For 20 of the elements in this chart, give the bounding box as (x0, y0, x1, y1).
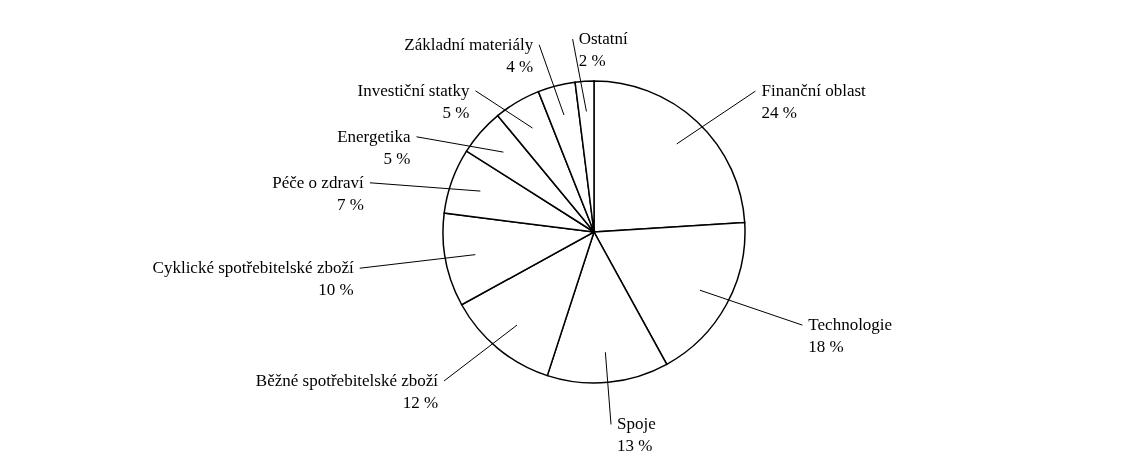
data-label: 12 % (402, 392, 439, 412)
data-label: 5 % (383, 148, 411, 168)
slice-label: Energetika (337, 126, 411, 146)
data-label: 13 % (617, 436, 653, 456)
slice-label: Finanční oblast (761, 81, 867, 101)
data-label: 2 % (578, 51, 606, 71)
slice-label: Péče o zdraví (272, 172, 365, 192)
data-label: 5 % (442, 102, 470, 122)
data-label: 10 % (318, 280, 354, 300)
slice-label: Běžné spotřebitelské zboží (255, 370, 439, 390)
data-label: 4 % (506, 56, 534, 76)
slice-label: Ostatní (578, 29, 629, 49)
data-label: 24 % (761, 103, 797, 123)
slice-label: Základní materiály (404, 34, 534, 54)
data-label: 18 % (808, 337, 844, 357)
slice-label: Investiční statky (357, 80, 470, 100)
slice-label: Spoje (617, 414, 656, 434)
slice-label: Technologie (808, 315, 893, 335)
data-label: 7 % (336, 194, 364, 214)
slice-label: Cyklické spotřebitelské zboží (152, 258, 354, 278)
